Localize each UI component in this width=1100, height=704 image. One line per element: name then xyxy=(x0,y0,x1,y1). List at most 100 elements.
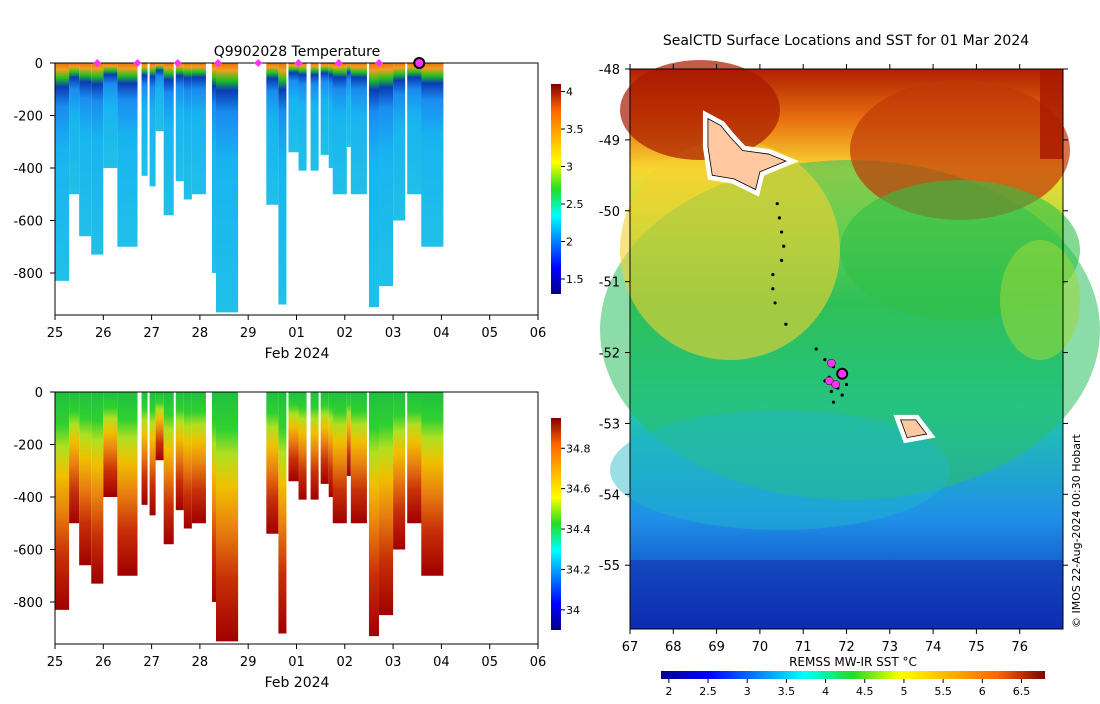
p2-xtick-label-9: 05 xyxy=(481,655,498,670)
salinity-colorbar xyxy=(551,418,561,630)
p1-profile-29 xyxy=(421,63,444,247)
p1-xtick-label-10: 06 xyxy=(530,326,547,341)
p1-profile-27 xyxy=(393,63,406,221)
sst-colorbar xyxy=(661,671,1045,679)
map-ytick-label-3: -51 xyxy=(599,276,620,291)
salinity-x-label: Feb 2024 xyxy=(265,675,330,691)
temperature-section-panel: Q9902028 Temperature 0 -200 -400 -600 -800 2… xyxy=(13,44,583,362)
p2-profile-13 xyxy=(211,392,219,602)
temperature-chart-title: Q9902028 Temperature xyxy=(214,44,381,60)
current-position-0 xyxy=(827,358,836,368)
p1-profile-12 xyxy=(191,63,206,195)
current-position-3 xyxy=(831,380,840,389)
track-point-4 xyxy=(779,258,784,262)
map-xtick-label-4: 71 xyxy=(795,640,812,655)
p2-profile-24 xyxy=(350,392,367,524)
p2-profile-0 xyxy=(55,392,70,610)
islands xyxy=(702,110,936,444)
sst-cbar-label-3: 3.5 xyxy=(778,685,796,698)
sst-cool-band xyxy=(610,410,950,530)
profile-marker-6 xyxy=(334,59,343,67)
p1-cbar-label-4: 3.5 xyxy=(566,123,584,136)
p1-xtick-label-7: 03 xyxy=(385,326,402,341)
temperature-x-axis: 25 26 27 28 29 01 02 03 04 05 06 xyxy=(47,315,547,341)
track-point-10 xyxy=(823,358,827,362)
p1-profile-15 xyxy=(266,63,279,205)
p2-profile-10 xyxy=(175,392,184,511)
p1-profile-8 xyxy=(155,63,164,132)
sst-cbar-label-8: 6 xyxy=(979,685,986,698)
sst-front-yellow xyxy=(620,140,840,360)
p2-profile-29 xyxy=(421,392,444,576)
map-xtick-label-6: 73 xyxy=(882,640,899,655)
p1-cbar-label-0: 1.5 xyxy=(566,273,584,286)
p2-profile-1 xyxy=(69,392,80,524)
p2-profile-4 xyxy=(103,392,118,497)
p2-ytick-label-3: -600 xyxy=(13,544,43,559)
map-ytick-label-2: -50 xyxy=(599,205,620,220)
p2-profile-11 xyxy=(183,392,192,529)
p2-profile-27 xyxy=(393,392,406,550)
p1-profile-6 xyxy=(141,63,148,176)
profile-marker-3 xyxy=(214,59,222,67)
island-1 xyxy=(900,419,928,439)
p1-profile-7 xyxy=(149,63,156,187)
sst-cbar-label-2: 3 xyxy=(744,685,751,698)
p2-ytick-label-2: -400 xyxy=(13,491,43,506)
p2-profile-5 xyxy=(117,392,138,576)
map-ytick-label-7: -55 xyxy=(599,559,620,574)
sst-cbar-label-9: 6.5 xyxy=(1013,685,1031,698)
p1-profile-13 xyxy=(211,63,219,273)
p1-profile-16 xyxy=(278,63,287,305)
profile-marker-5 xyxy=(294,59,303,67)
track-point-14 xyxy=(840,393,844,397)
p1-profile-17 xyxy=(288,63,299,153)
p2-profile-26 xyxy=(379,392,394,616)
track-point-6 xyxy=(771,287,775,291)
p2-profile-7 xyxy=(149,392,156,516)
track-point-2 xyxy=(779,230,784,234)
p1-profile-20 xyxy=(320,63,329,155)
salinity-colorbar-ticks: 34 34.2 34.4 34.6 34.8 xyxy=(561,442,591,617)
map-latitude-axis: -48 -49 -50 -51 -52 -53 -54 -55 xyxy=(599,63,1068,574)
p1-cbar-label-3: 3 xyxy=(566,161,573,174)
p1-profile-1 xyxy=(69,63,80,195)
p1-cbar-label-5: 4 xyxy=(566,86,573,99)
salinity-section-panel: 0 -200 -400 -600 -800 25 26 27 28 29 01 02 03 04 05 06… xyxy=(13,386,590,691)
p1-ytick-label-0: 0 xyxy=(35,57,43,72)
p1-profile-25 xyxy=(368,63,380,308)
p2-cbar-label-3: 34.6 xyxy=(566,483,591,496)
p2-profile-25 xyxy=(368,392,380,637)
p2-profile-15 xyxy=(266,392,279,534)
temperature-profiles xyxy=(55,63,444,313)
p2-cbar-label-1: 34.2 xyxy=(566,563,591,576)
temperature-colorbar-ticks: 1.5 2 2.5 3 3.5 4 xyxy=(561,86,584,286)
p1-profile-11 xyxy=(183,63,192,200)
p2-xtick-label-8: 04 xyxy=(433,655,450,670)
p1-profile-19 xyxy=(310,63,319,171)
p2-xtick-label-3: 28 xyxy=(192,655,209,670)
sst-cbar-label-0: 2 xyxy=(665,685,672,698)
current-positions xyxy=(824,358,849,389)
map-xtick-label-5: 72 xyxy=(838,640,855,655)
map-longitude-axis: 67 68 69 70 71 72 73 74 75 76 xyxy=(622,64,1028,655)
sst-cbar-label-1: 2.5 xyxy=(699,685,717,698)
current-position-2 xyxy=(824,376,834,386)
map-xtick-label-8: 75 xyxy=(968,640,985,655)
p1-cbar-label-1: 2 xyxy=(566,236,573,249)
sst-cbar-label-4: 4 xyxy=(822,685,829,698)
p2-xtick-label-4: 29 xyxy=(240,655,257,670)
p2-xtick-label-1: 26 xyxy=(95,655,112,670)
p1-xtick-label-8: 04 xyxy=(433,326,450,341)
p2-ytick-label-1: -200 xyxy=(13,439,43,454)
p1-profile-18 xyxy=(298,63,307,171)
map-xtick-label-1: 68 xyxy=(665,640,682,655)
p2-profile-16 xyxy=(278,392,287,634)
p2-xtick-label-2: 27 xyxy=(143,655,160,670)
map-xtick-label-0: 67 xyxy=(622,640,639,655)
p2-ytick-label-0: 0 xyxy=(35,386,43,401)
p2-cbar-label-4: 34.8 xyxy=(566,442,591,455)
p1-profile-2 xyxy=(79,63,92,237)
track-point-9 xyxy=(814,347,818,351)
